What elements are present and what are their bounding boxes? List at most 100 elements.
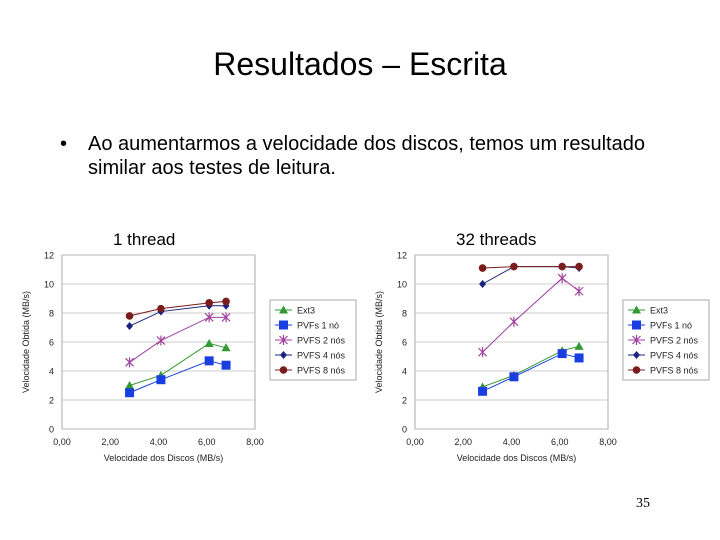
data-point [509,316,519,327]
series-line [129,300,227,317]
data-point [574,286,584,297]
y-tick-label: 6 [49,338,54,348]
legend-entry: PVFs 1 nó [650,321,692,331]
series-line [482,353,580,392]
y-tick-label: 10 [397,280,407,290]
data-point [204,312,214,323]
legend-marker [279,305,288,314]
data-point [221,343,231,352]
x-tick-label: 0,00 [53,437,71,447]
data-point [204,356,214,366]
legend-entry: PVFS 8 nós [650,366,699,376]
data-point [222,297,230,306]
x-tick-label: 2,00 [101,437,119,447]
legend-marker [279,366,288,374]
x-axis-label: Velocidade dos Discos (MB/s) [457,453,577,463]
data-point [125,312,134,320]
data-point [205,299,213,307]
series-line [129,316,227,363]
legend-marker [632,366,641,374]
legend-marker [280,351,287,359]
x-tick-label: 4,00 [150,437,168,447]
y-tick-label: 6 [402,338,407,348]
legend-marker [633,351,640,359]
data-point [126,322,134,331]
y-tick-label: 0 [49,425,54,435]
y-tick-label: 0 [402,425,407,435]
legend-marker [632,305,641,314]
series-line [482,266,580,269]
legend-entry: PVFS 8 nós [297,366,346,376]
data-point [574,341,584,350]
data-point [479,280,487,288]
data-point [478,264,487,272]
y-tick-label: 2 [49,396,54,406]
bullet-text: Ao aumentarmos a velocidade dos discos, … [88,133,645,179]
page-number: 35 [636,496,650,511]
x-tick-label: 8,00 [246,437,264,447]
data-point [509,372,519,382]
series-5 [478,262,583,272]
data-point [557,349,567,359]
data-point [510,262,518,271]
x-tick-label: 4,00 [503,437,521,447]
legend-entry: PVFS 4 nós [650,351,699,361]
series-3 [478,273,584,358]
x-tick-label: 6,00 [551,437,569,447]
chart-1: 0 2 4 6 8 10 12 0,00 2,00 4,00 6,00 8,00 Velocidade … [21,251,357,463]
chart-2: 0 2 4 6 8 10 12 0,00 2,00 4,00 6,00 8,00 Velocidade … [374,251,710,463]
data-point [156,335,166,346]
legend-entry: PVFS 2 nós [297,336,346,346]
slide-title: Resultados – Escrita [213,46,507,82]
y-axis-label: Velocidade Obtida (MB/s) [21,291,31,393]
y-tick-label: 4 [49,367,54,377]
y-tick-label: 2 [402,396,407,406]
data-point [221,312,231,323]
legend-entry: PVFS 2 nós [650,336,699,346]
data-point [125,388,135,398]
y-tick-label: 8 [402,309,407,319]
series-2 [125,356,231,398]
y-tick-label: 8 [49,309,54,319]
series-3 [125,312,231,368]
legend-marker [632,320,641,330]
data-point [157,304,165,313]
series-line [482,277,580,353]
data-point [478,347,487,358]
data-point [221,360,231,370]
y-tick-label: 12 [397,251,407,261]
legend-marker [279,320,288,330]
x-axis-label: Velocidade dos Discos (MB/s) [104,453,224,463]
y-axis-label: Velocidade Obtida (MB/s) [374,291,384,393]
legend-entry: PVFs 1 nó [297,321,339,331]
y-tick-label: 12 [44,251,54,261]
series-5 [125,297,230,320]
legend-marker [632,335,641,345]
data-point [478,386,488,396]
data-point [574,353,584,363]
data-point [575,262,583,271]
bullet-marker: • [60,133,68,155]
y-tick-label: 10 [44,280,54,290]
x-tick-label: 0,00 [406,437,424,447]
x-tick-label: 6,00 [198,437,216,447]
data-point [156,375,166,385]
series-2 [478,349,584,396]
x-tick-label: 2,00 [454,437,472,447]
legend-entry: Ext3 [297,306,315,316]
y-tick-label: 4 [402,367,407,377]
series-line [129,305,227,327]
legend-marker [279,335,288,345]
data-point [204,338,214,347]
chart-1-title: 1 thread [113,230,176,249]
legend-entry: Ext3 [650,306,668,316]
series-line [129,342,227,386]
x-tick-label: 8,00 [599,437,617,447]
series-line [129,360,227,394]
data-point [125,357,134,368]
data-point [125,381,135,389]
series-line [482,345,580,388]
data-point [558,262,566,271]
data-point [557,273,567,284]
chart-2-title: 32 threads [456,230,537,249]
